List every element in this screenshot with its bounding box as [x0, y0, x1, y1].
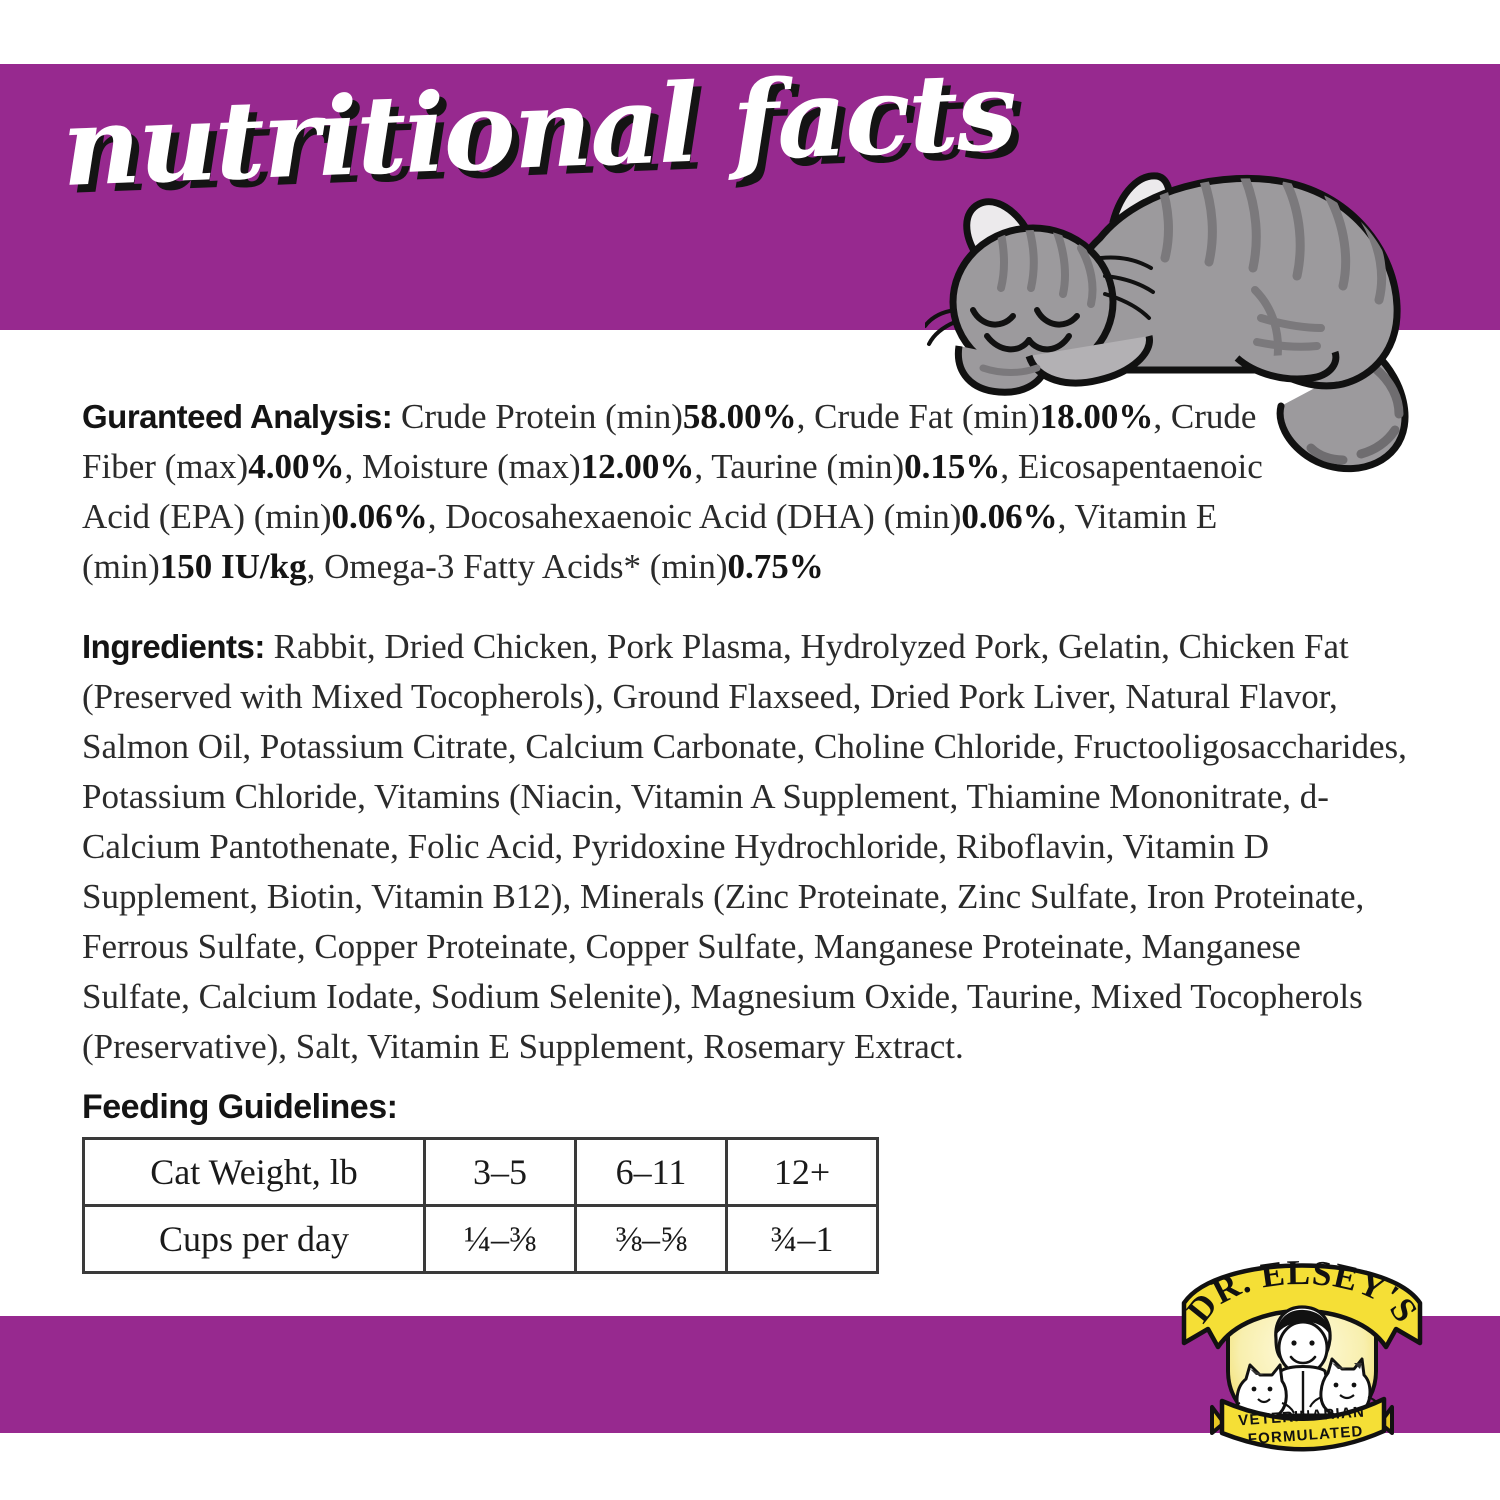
cat-weight-range-2: 6–11: [574, 1137, 728, 1207]
feeding-guidelines-table: Cat Weight, lb 3–5 6–11 12+ Cups per day…: [82, 1137, 879, 1274]
cups-per-day-value-1: ¼–⅜: [423, 1204, 577, 1274]
cups-per-day-label: Cups per day: [82, 1204, 426, 1274]
ingredients-text: Rabbit, Dried Chicken, Pork Plasma, Hydr…: [82, 627, 1407, 1066]
label-content: Guranteed Analysis: Crude Protein (min)5…: [82, 392, 1417, 1274]
ingredients-paragraph: Ingredients: Rabbit, Dried Chicken, Pork…: [82, 622, 1417, 1072]
guaranteed-analysis-text: Crude Protein (min)58.00%, Crude Fat (mi…: [82, 397, 1263, 586]
ingredients-heading: Ingredients:: [82, 628, 265, 665]
dr-elseys-logo: DR. ELSEY'S VETERINARIAN: [1178, 1243, 1426, 1455]
cat-weight-range-1: 3–5: [423, 1137, 577, 1207]
table-row: Cat Weight, lb 3–5 6–11 12+: [82, 1137, 879, 1207]
table-row: Cups per day ¼–⅜ ⅜–⅝ ¾–1: [82, 1204, 879, 1274]
guaranteed-analysis-heading: Guranteed Analysis:: [82, 398, 393, 435]
cat-weight-label: Cat Weight, lb: [82, 1137, 426, 1207]
cat-weight-range-3: 12+: [725, 1137, 879, 1207]
cups-per-day-value-3: ¾–1: [725, 1204, 879, 1274]
guaranteed-analysis-paragraph: Guranteed Analysis: Crude Protein (min)5…: [82, 392, 1332, 592]
cups-per-day-value-2: ⅜–⅝: [574, 1204, 728, 1274]
feeding-guidelines-heading: Feeding Guidelines:: [82, 1088, 398, 1126]
